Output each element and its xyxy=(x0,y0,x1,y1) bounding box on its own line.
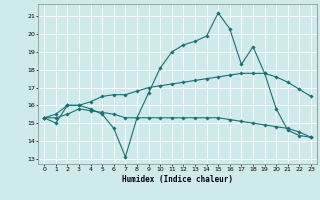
X-axis label: Humidex (Indice chaleur): Humidex (Indice chaleur) xyxy=(122,175,233,184)
